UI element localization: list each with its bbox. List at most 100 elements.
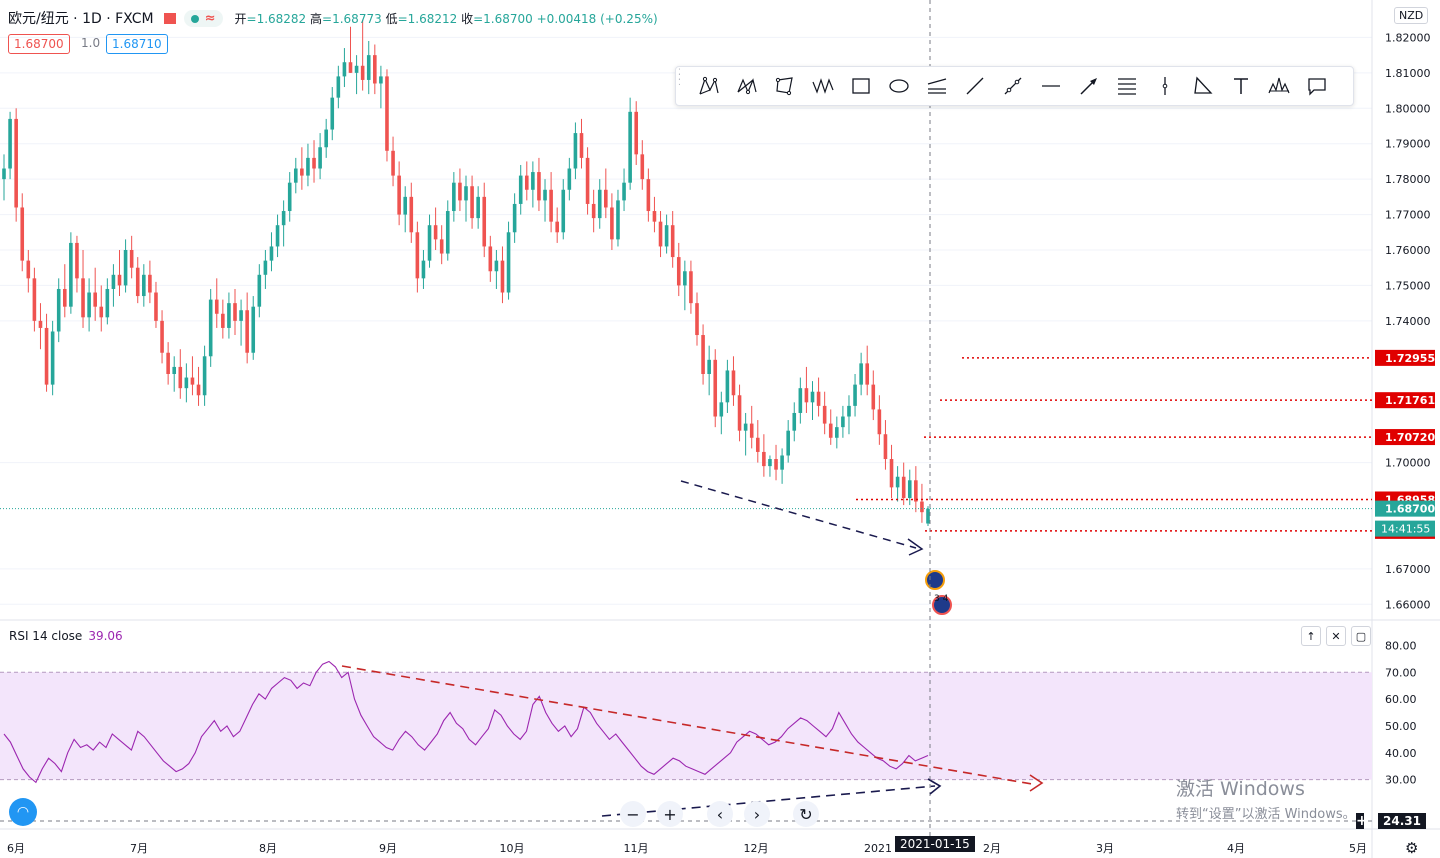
scroll-right-icon[interactable]: › [744, 801, 770, 827]
candle [585, 147, 590, 215]
candle-body [50, 331, 55, 385]
drag-handle-icon[interactable]: ⁚ ⁚ ⁚ [678, 68, 681, 88]
windows-activation-watermark: 激活 Windows 转到“设置”以激活 Windows。 [1176, 774, 1356, 822]
tradingview-logo-icon[interactable]: ◠ [9, 798, 37, 826]
candle-body [123, 250, 128, 286]
triangle-pattern-icon[interactable] [804, 69, 842, 103]
price-grid [0, 36, 1372, 605]
candle-body [62, 288, 67, 307]
head-shoulders-icon[interactable] [1260, 69, 1298, 103]
candle [634, 101, 639, 165]
bid-button[interactable]: 1.68700 [8, 34, 70, 54]
time-tick-label: 9月 [379, 842, 397, 855]
candle-body [458, 182, 462, 201]
candle [263, 250, 268, 289]
candle [676, 242, 681, 297]
time-tick-label: 2021 [864, 842, 892, 855]
candle [506, 221, 511, 300]
fib-retracement-icon[interactable] [1108, 69, 1146, 103]
candle-body [93, 292, 97, 307]
price-tag-value: 1.71761 [1385, 394, 1435, 407]
candle-body [531, 172, 535, 190]
reset-chart-icon[interactable]: ↻ [793, 801, 819, 827]
flag-icon[interactable] [163, 12, 176, 24]
horizontal-line-icon[interactable] [1032, 69, 1070, 103]
candle-body [154, 292, 158, 321]
candle-body [69, 242, 73, 307]
xabcd-pattern-icon[interactable] [690, 69, 728, 103]
zoom-out-icon[interactable]: − [620, 801, 646, 827]
candle-body [810, 391, 815, 403]
pane-up-icon[interactable]: ↑ [1301, 626, 1321, 646]
candle-body [622, 182, 626, 201]
candle-body [196, 384, 201, 396]
symbol-title[interactable]: 欧元/纽元 · 1D · FXCM [8, 11, 154, 27]
candle-body [774, 459, 778, 470]
cypher-pattern-icon[interactable] [728, 69, 766, 103]
ray-icon[interactable] [994, 69, 1032, 103]
candle-body [524, 175, 529, 190]
candle-body [135, 267, 140, 297]
candle-body [245, 310, 249, 353]
candle-body [403, 196, 408, 215]
candle-body [780, 455, 784, 470]
trend-line-icon[interactable] [956, 69, 994, 103]
candle-body [415, 232, 420, 279]
rsi-label[interactable]: RSI 14 close [9, 629, 83, 643]
candle [907, 469, 912, 506]
callout-icon[interactable] [1298, 69, 1336, 103]
market-status[interactable]: ≈ [183, 9, 223, 27]
rsi-tick-label: 40.00 [1385, 747, 1417, 760]
price-tick-label: 1.76000 [1385, 244, 1431, 257]
triangle-icon[interactable] [1184, 69, 1222, 103]
candle [281, 200, 286, 247]
watermark-subtitle: 转到“设置”以激活 Windows。 [1176, 807, 1356, 822]
candle [251, 296, 256, 360]
currency-button[interactable]: NZD [1394, 7, 1429, 24]
candle [810, 381, 815, 421]
candle [755, 420, 760, 463]
candle [87, 278, 91, 332]
candle [415, 221, 420, 293]
scroll-left-icon[interactable]: ‹ [707, 801, 733, 827]
candle-body [537, 172, 541, 201]
time-tick-label: 3月 [1096, 842, 1114, 855]
parallel-channel-icon[interactable] [918, 69, 956, 103]
candle [914, 466, 918, 513]
candle-body [567, 168, 572, 190]
candle [324, 118, 328, 158]
candle [695, 292, 699, 346]
candle [26, 250, 31, 293]
candle-body [476, 196, 480, 219]
candle-body [166, 352, 170, 374]
candle [786, 420, 790, 463]
settings-gear-icon[interactable]: ⚙ [1405, 839, 1419, 857]
ellipse-icon[interactable] [880, 69, 918, 103]
price-tick-label: 1.79000 [1385, 138, 1431, 151]
candle [336, 65, 341, 109]
pane-close-icon[interactable]: ✕ [1326, 626, 1346, 646]
candle [743, 412, 748, 456]
candle [591, 189, 596, 233]
candle [555, 207, 559, 243]
add-price-icon[interactable]: + [1356, 813, 1368, 829]
price-tick-label: 1.81000 [1385, 67, 1431, 80]
candle-body [652, 211, 657, 222]
candle [300, 147, 304, 190]
ask-button[interactable]: 1.68710 [106, 34, 168, 54]
text-icon[interactable] [1222, 69, 1260, 103]
candle [433, 207, 438, 250]
candle-body [38, 320, 43, 328]
arrow-icon[interactable] [1070, 69, 1108, 103]
candle [804, 366, 809, 413]
vertical-line-icon[interactable] [1146, 69, 1184, 103]
change-value: +0.00418 (+0.25%) [536, 11, 658, 26]
candle [780, 448, 784, 484]
zoom-in-icon[interactable]: + [657, 801, 683, 827]
rectangle-icon[interactable] [842, 69, 880, 103]
candle-body [768, 459, 772, 467]
abcd-pattern-icon[interactable] [766, 69, 804, 103]
candle [2, 154, 6, 201]
pane-maximize-icon[interactable]: ▢ [1351, 626, 1371, 646]
